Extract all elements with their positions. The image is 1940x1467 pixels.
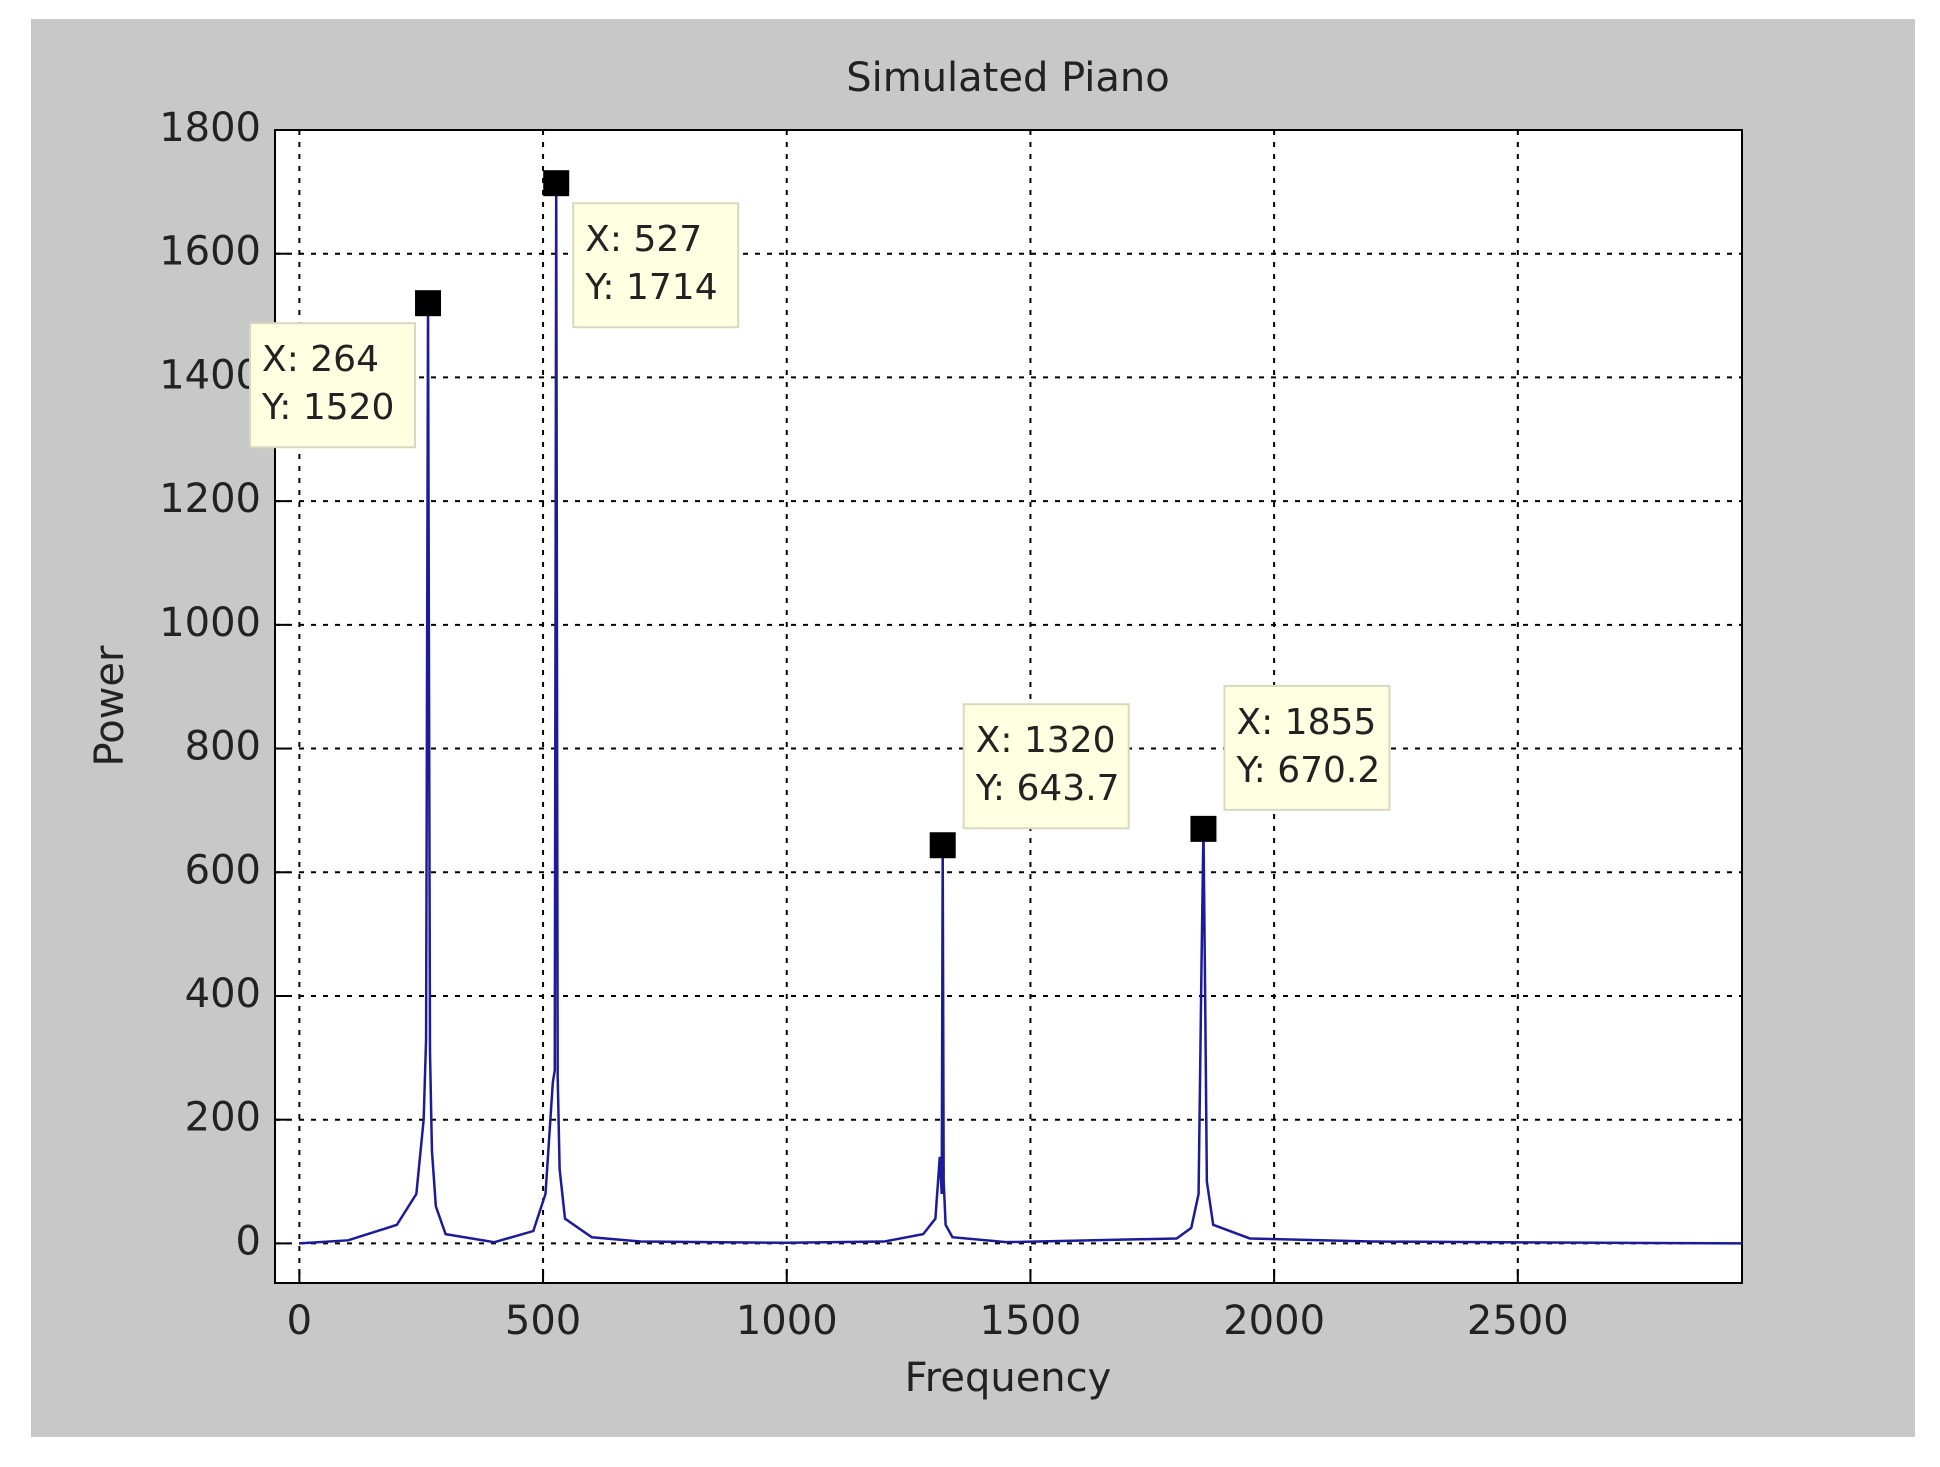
x-tick-label: 0	[287, 1298, 312, 1344]
x-tick-label: 1500	[980, 1298, 1082, 1344]
datatip-marker	[929, 832, 956, 859]
y-tick-label: 600	[185, 847, 261, 893]
datatip-box	[1223, 684, 1391, 811]
datatip-y: Y: 1714	[584, 267, 717, 308]
y-tick-label: 200	[185, 1095, 261, 1141]
x-tick-label: 1000	[736, 1298, 838, 1344]
datatip-marker	[543, 170, 570, 197]
axes-box	[274, 129, 1743, 1284]
x-tick-label: 2500	[1467, 1298, 1569, 1344]
y-tick-label: 0	[236, 1218, 261, 1264]
x-tick-label: 2000	[1223, 1298, 1325, 1344]
x-tick-label: 500	[505, 1298, 581, 1344]
datatip-y: Y: 643.7	[975, 768, 1120, 809]
y-tick-label: 1000	[159, 600, 261, 646]
datatip-box	[962, 703, 1130, 830]
y-tick-label: 800	[185, 724, 261, 770]
datatip-x: X: 1855	[1236, 702, 1376, 743]
datatip-box	[249, 322, 417, 449]
datatip-y: Y: 670.2	[1235, 750, 1380, 791]
datatip-marker	[1190, 815, 1217, 842]
datatip-y: Y: 1520	[261, 387, 394, 428]
y-tick-label: 1400	[159, 352, 261, 398]
datatip-box	[572, 202, 740, 329]
y-tick-label: 400	[185, 971, 261, 1017]
x-axis-label: Frequency	[905, 1355, 1112, 1401]
datatip-x: X: 264	[262, 339, 379, 380]
datatip-x: X: 1320	[976, 720, 1116, 761]
y-axis-label: Power	[87, 645, 133, 766]
datatip-marker	[415, 290, 442, 317]
y-tick-label: 1200	[159, 476, 261, 522]
y-tick-label: 1800	[159, 105, 261, 151]
chart-title: Simulated Piano	[846, 55, 1170, 101]
datatip-x: X: 527	[585, 219, 702, 260]
y-tick-label: 1600	[159, 229, 261, 275]
series-line	[299, 183, 1742, 1245]
